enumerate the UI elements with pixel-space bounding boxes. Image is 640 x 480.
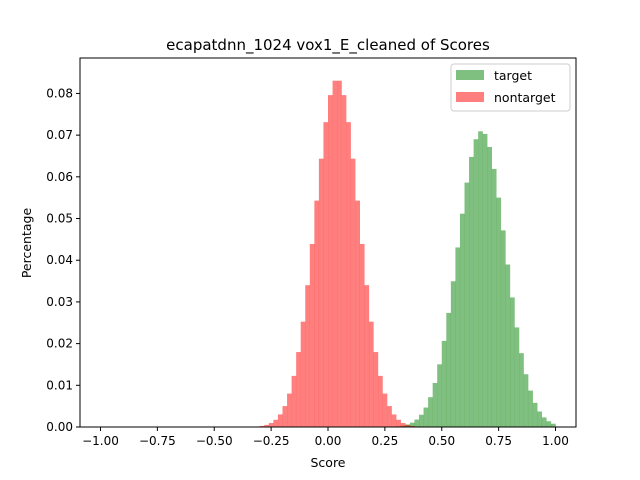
histogram-bar-target: [409, 422, 415, 427]
histogram-bar-target: [459, 213, 465, 427]
histogram-bar-nontarget: [387, 406, 392, 427]
histogram-bar-target: [532, 402, 538, 427]
y-tick-label: 0.04: [46, 253, 73, 267]
histogram-bar-target: [510, 297, 515, 427]
histogram-bar-nontarget: [259, 425, 265, 427]
y-tick-label: 0.00: [46, 420, 73, 434]
legend-label-target: target: [494, 68, 532, 83]
x-tick-label: 0.50: [428, 434, 455, 448]
histogram-bar-nontarget: [282, 406, 288, 427]
legend: target nontarget: [450, 63, 571, 112]
x-tick-label: 0.00: [315, 434, 342, 448]
histogram-bar-nontarget: [391, 414, 397, 427]
histogram-bar-nontarget: [378, 375, 383, 427]
histogram-bar-target: [528, 390, 533, 427]
histogram-bar-target: [537, 411, 543, 427]
y-tick-label: 0.05: [46, 212, 73, 226]
x-tick-label: 1.00: [542, 434, 569, 448]
histogram-bar-target: [482, 133, 488, 427]
legend-label-nontarget: nontarget: [494, 90, 556, 105]
histogram-bar-target: [523, 374, 529, 427]
histogram-bar-target: [428, 397, 433, 427]
histogram-bar-nontarget: [332, 80, 338, 427]
y-axis-title: Percentage: [19, 208, 34, 279]
y-tick-label: 0.07: [46, 128, 73, 142]
histogram-bar-nontarget: [300, 321, 306, 427]
y-tick-label: 0.03: [46, 295, 73, 309]
histogram-bar-nontarget: [287, 393, 292, 427]
legend-swatch-nontarget: [456, 92, 484, 102]
histogram-bar-nontarget: [405, 424, 411, 427]
histogram-bar-nontarget: [291, 375, 297, 427]
histogram-bar-nontarget: [277, 414, 283, 427]
histogram-bar-target: [541, 417, 547, 427]
histogram-bar-target: [414, 419, 420, 427]
histogram-bar-nontarget: [264, 424, 269, 427]
x-tick-label: −0.50: [196, 434, 233, 448]
x-tick-label: 0.25: [372, 434, 399, 448]
x-axis: −1.00 −0.75 −0.50 −0.25 0.00 0.25 0.50 0.75 1.00: [82, 427, 569, 448]
histogram-bar-nontarget: [355, 200, 360, 427]
histogram-bar-target: [519, 353, 524, 427]
histogram-bar-target: [446, 312, 452, 427]
y-axis: 0.00 0.01 0.02 0.03 0.04 0.05 0.06 0.07 0.08: [46, 86, 80, 434]
y-tick-label: 0.06: [46, 170, 73, 184]
histogram-bar-target: [441, 340, 447, 427]
histogram-bar-nontarget: [314, 200, 320, 427]
histogram-bar-nontarget: [296, 352, 301, 427]
histogram-bar-target: [514, 327, 520, 427]
histogram-bar-target: [419, 414, 424, 427]
x-tick-label: −0.75: [139, 434, 176, 448]
histogram-bar-target: [455, 247, 461, 427]
series-nontarget-bars: [250, 80, 424, 428]
histogram-bar-nontarget: [368, 321, 374, 427]
histogram-bar-nontarget: [268, 423, 274, 427]
histogram-bar-target: [487, 146, 492, 427]
histogram-bar-nontarget: [400, 423, 406, 427]
histogram-bar-nontarget: [328, 95, 333, 428]
histogram-bar-target: [450, 281, 456, 427]
histogram-bar-nontarget: [337, 80, 342, 427]
histogram-bar-nontarget: [323, 122, 329, 427]
x-axis-title: Score: [310, 455, 345, 470]
x-tick-label: −0.25: [253, 434, 290, 448]
chart-title: ecapatdnn_1024 vox1_E_cleaned of Scores: [166, 36, 490, 55]
histogram-bar-nontarget: [305, 285, 310, 427]
histogram-bar-nontarget: [273, 419, 279, 427]
histogram-bar-target: [505, 264, 511, 427]
histogram-bar-target: [550, 423, 556, 427]
histogram-bar-nontarget: [364, 285, 370, 427]
histogram-bar-nontarget: [318, 158, 324, 427]
histogram-bar-target: [491, 168, 497, 428]
histogram-bar-nontarget: [359, 243, 365, 427]
histogram-bar-nontarget: [396, 419, 401, 427]
series-target-bars: [391, 131, 556, 428]
histogram-bar-nontarget: [346, 122, 351, 427]
histogram-bar-target: [478, 131, 483, 428]
histogram-bar-target: [473, 139, 479, 428]
histogram-bar-nontarget: [373, 352, 379, 427]
histogram-bar-target: [546, 421, 552, 427]
histogram-bar-target: [469, 156, 474, 427]
histogram-bar-target: [437, 364, 442, 427]
y-tick-label: 0.02: [46, 337, 73, 351]
x-tick-label: 0.75: [485, 434, 512, 448]
y-tick-label: 0.01: [46, 378, 73, 392]
histogram-bar-nontarget: [309, 243, 315, 427]
histogram-bar-nontarget: [382, 393, 388, 427]
histogram-bar-nontarget: [341, 95, 347, 428]
y-tick-label: 0.08: [46, 86, 73, 100]
histogram-bar-nontarget: [350, 158, 356, 427]
x-tick-label: −1.00: [82, 434, 119, 448]
histogram-bar-target: [496, 197, 502, 427]
legend-swatch-target: [456, 70, 484, 80]
histogram-bar-target: [423, 407, 429, 427]
plot-area: [79, 57, 577, 428]
histogram-bar-nontarget: [409, 425, 415, 427]
histogram-bar-target: [500, 230, 506, 427]
histogram-bar-target: [432, 382, 438, 427]
histogram-bar-target: [464, 182, 470, 427]
